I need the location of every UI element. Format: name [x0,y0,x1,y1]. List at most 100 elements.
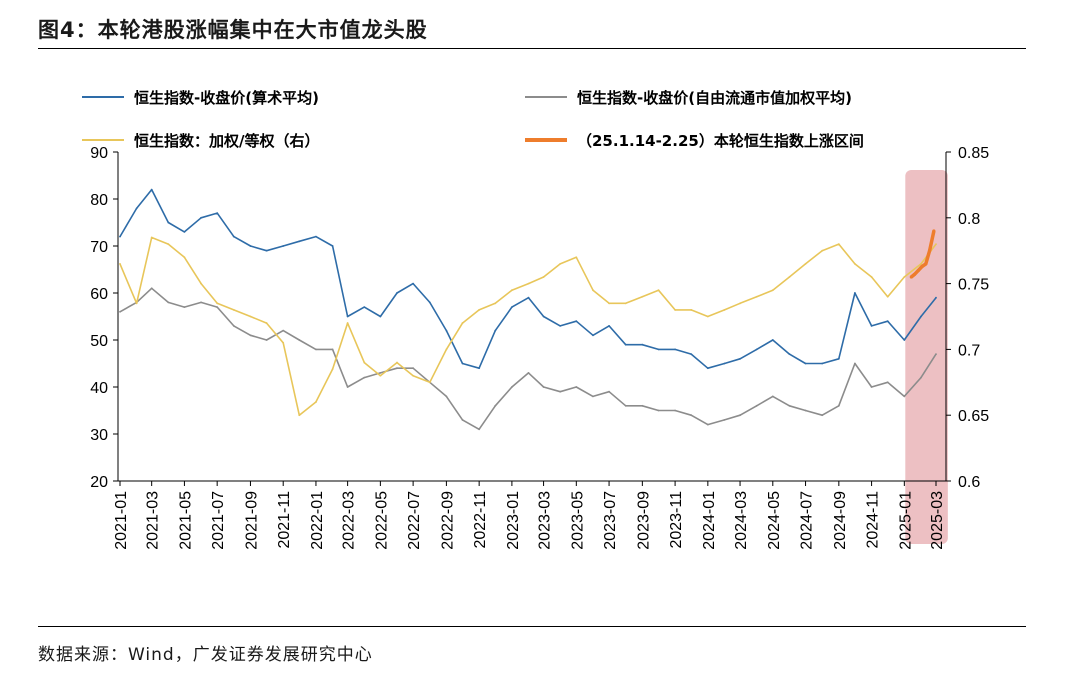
series-2-point [346,386,349,388]
series-2-point [755,404,758,407]
series-3-point [592,289,594,292]
x-tick-label: 2022-11 [472,491,489,549]
legend-label-2: 恒生指数-收盘价(自由流通市值加权平均) [577,89,852,107]
series-1-point [788,353,791,355]
series-2-point [706,423,709,426]
y-right-tick-label: 0.8 [958,211,980,228]
series-1-point [886,320,889,323]
series-2-point [542,386,545,388]
x-tick-label: 2023-03 [537,491,554,550]
legend-label-3: 恒生指数：加权/等权（右） [134,132,319,150]
series-3-point [298,414,301,417]
series-2-point [771,395,774,398]
series-2-point [119,310,121,313]
series-1-point [641,343,644,346]
series-1-point [592,334,594,337]
series-2-point [788,404,791,407]
series-3-point [821,249,824,252]
y-right-tick-label: 0.7 [958,342,980,359]
x-tick-label: 2021-05 [177,491,194,550]
series-2-point [821,414,824,417]
x-tick-label: 2021-01 [113,491,130,550]
series-2-point [461,419,464,421]
series-2-point [527,372,530,374]
series-1-point [723,362,726,365]
series-2-point [510,386,513,388]
series-1-point [412,282,415,285]
series-3-point [690,309,693,311]
series-1-point [935,296,937,299]
y-right-tick-label: 0.85 [958,145,989,162]
series-3-point [624,302,627,305]
series-1-point [542,315,545,318]
series-3-point [396,361,398,364]
y-left-tick-label: 90 [90,145,108,162]
series-3-point [249,315,252,318]
series-1-point [346,315,349,318]
series-3-point [771,289,774,292]
series-3-point [183,256,186,259]
series-3-point [575,256,578,259]
series-1-point [608,325,610,327]
x-tick-label: 2024-05 [766,491,783,550]
series-2-point [920,376,922,379]
series-2-point [298,339,301,341]
series-3-point [510,289,513,292]
series-2-point [592,395,594,398]
series-3-point [265,322,268,324]
x-tick-label: 2024-03 [733,491,750,550]
series-2-point [331,348,334,351]
series-1-point [690,353,693,355]
series-2-point [657,409,660,412]
y-left-tick-label: 60 [90,286,108,303]
series-3-point [346,322,349,324]
y-left-tick-label: 30 [90,427,108,444]
series-4-point [927,249,932,253]
series-1-point [428,301,431,304]
series-3-point [315,401,317,403]
series-2-point [412,367,415,370]
series-2-point [478,428,481,431]
series-3-point [903,276,906,278]
series-1-point [510,306,513,308]
x-tick-label: 2022-03 [341,491,358,550]
series-2-point [854,362,856,365]
series-3-point [150,236,153,239]
series-4-point [916,268,920,273]
y-left-tick-label: 80 [90,192,108,209]
x-tick-label: 2023-05 [569,491,586,550]
series-3-point [428,381,431,384]
series-3-point [920,262,922,265]
x-tick-label: 2024-01 [701,491,718,550]
series-3-point [445,348,448,351]
series-2-point [167,301,170,304]
series-3-point [232,309,235,311]
series-2-point [690,414,693,417]
series-2-point [379,372,382,374]
y-left-tick-label: 40 [90,380,108,397]
series-3-point [854,262,856,265]
y-right-tick-label: 0.6 [958,474,980,491]
series-2-point [445,395,448,398]
series-line-1 [119,188,937,370]
series-2-point [739,414,741,417]
series-1-point [494,329,497,332]
series-2-point [150,287,153,290]
series-3-point [739,302,741,305]
series-1-point [575,320,578,323]
x-tick-label: 2022-09 [439,491,456,550]
series-1-point [363,306,366,308]
series-line-2 [119,287,937,431]
series-2-point [641,404,644,407]
x-tick-label: 2024-07 [799,491,816,550]
series-1-point [771,339,774,341]
x-tick-label: 2024-11 [865,491,882,549]
series-1-point [527,296,530,299]
series-3-point [870,276,873,278]
series-3-point [674,309,676,311]
series-2-point [363,376,366,379]
series-2-point [575,386,578,388]
series-1-point [445,329,448,332]
series-1-point [396,292,398,294]
series-1-point [739,357,741,360]
